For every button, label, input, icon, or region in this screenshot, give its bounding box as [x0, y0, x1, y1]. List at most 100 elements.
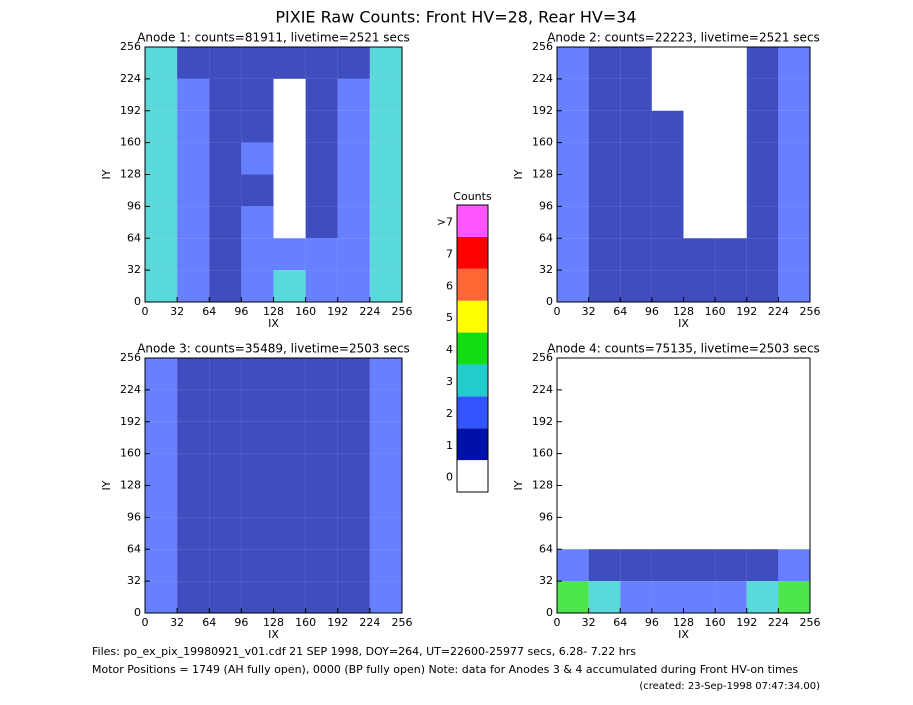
heatmap-cell [746, 581, 779, 613]
heatmap-cell [778, 174, 810, 207]
colorbar-title: Counts [453, 190, 492, 203]
heatmap-cell [557, 517, 589, 550]
heatmap-cell [651, 47, 684, 79]
heatmap-cell [145, 270, 178, 302]
heatmap-cell [778, 270, 810, 302]
y-tick-label: 256 [120, 40, 141, 53]
heatmap-cell [557, 453, 589, 486]
y-tick-label: 64 [127, 542, 141, 555]
heatmap-cell [778, 238, 810, 271]
x-tick-label: 256 [800, 305, 821, 318]
heatmap-cell [651, 142, 684, 175]
x-tick-label: 160 [295, 305, 316, 318]
heatmap-cell [557, 358, 589, 390]
heatmap-cell [145, 549, 178, 582]
heatmap-cell [588, 206, 621, 239]
heatmap-cell [746, 421, 779, 454]
heatmap-cell [305, 110, 338, 143]
heatmap-cell [209, 206, 242, 239]
colorbar-swatch [457, 396, 488, 429]
heatmap-cell [778, 78, 810, 111]
colorbar-swatch [457, 300, 488, 333]
heatmap-cell [177, 485, 210, 518]
heatmap-cell [746, 517, 779, 550]
y-tick-label: 0 [134, 295, 141, 308]
heatmap-cell [620, 270, 652, 302]
heatmap-cell [620, 174, 652, 207]
heatmap-cell [588, 78, 621, 111]
x-axis-label: IX [268, 317, 279, 330]
y-tick-label: 224 [532, 72, 553, 85]
heatmap-cell [683, 358, 716, 390]
heatmap-cell [305, 453, 338, 486]
y-tick-label: 256 [532, 40, 553, 53]
heatmap-cell [746, 485, 779, 518]
colorbar-swatch [457, 268, 488, 301]
heatmap-cell [145, 78, 178, 111]
heatmap-cell [241, 270, 274, 302]
heatmap-cell [620, 421, 652, 454]
heatmap-cell [177, 581, 210, 613]
heatmap-cell [369, 47, 402, 79]
heatmap-cell [651, 453, 684, 486]
x-tick-label: 96 [645, 616, 659, 629]
heatmap-cell [369, 358, 402, 390]
heatmap-cell [177, 517, 210, 550]
heatmap-cell [337, 549, 370, 582]
heatmap-cell [746, 206, 779, 239]
heatmap-cell [145, 47, 178, 79]
heatmap-cell [588, 358, 621, 390]
heatmap-cell [683, 453, 716, 486]
heatmap-cell [746, 453, 779, 486]
heatmap-cell [557, 581, 589, 613]
heatmap-cell [273, 270, 306, 302]
heatmap-cell [651, 206, 684, 239]
footer-line: Motor Positions = 1749 (AH fully open), … [92, 663, 798, 676]
x-tick-label: 64 [202, 305, 216, 318]
colorbar-swatch [457, 332, 488, 365]
heatmap-cell [683, 485, 716, 518]
colorbar-label: 2 [446, 407, 453, 420]
heatmap-cell [651, 485, 684, 518]
heatmap-cell [683, 421, 716, 454]
heatmap-cell [177, 110, 210, 143]
y-tick-label: 64 [539, 542, 553, 555]
heatmap-cell [241, 358, 274, 390]
heatmap-cell [145, 358, 178, 390]
heatmap-cell [683, 549, 716, 582]
heatmap-cell [273, 358, 306, 390]
heatmap-cell [715, 206, 747, 239]
heatmap-cell [305, 47, 338, 79]
heatmap-cell [778, 358, 810, 390]
heatmap-cell [273, 549, 306, 582]
heatmap-cell [588, 485, 621, 518]
heatmap-cell [273, 453, 306, 486]
heatmap-cell [683, 174, 716, 207]
colorbar-swatch [457, 205, 488, 237]
heatmap-cell [241, 453, 274, 486]
heatmap-cell [209, 389, 242, 422]
heatmap-cell [715, 517, 747, 550]
heatmap-cell [241, 238, 274, 271]
heatmap-cell [746, 142, 779, 175]
heatmap-cell [778, 517, 810, 550]
x-tick-label: 192 [327, 616, 348, 629]
x-tick-label: 32 [170, 305, 184, 318]
heatmap-cell [145, 421, 178, 454]
heatmap-cell [209, 47, 242, 79]
heatmap-cell [177, 238, 210, 271]
x-tick-label: 224 [768, 616, 789, 629]
heatmap-cell [557, 549, 589, 582]
heatmap-cell [778, 110, 810, 143]
x-tick-label: 128 [263, 305, 284, 318]
colorbar-label: 5 [446, 311, 453, 324]
heatmap-cell [337, 453, 370, 486]
x-tick-label: 32 [582, 305, 596, 318]
y-axis-label: IY [512, 169, 525, 179]
x-tick-label: 160 [295, 616, 316, 629]
x-tick-label: 256 [392, 305, 413, 318]
heatmap-cell [588, 174, 621, 207]
heatmap-cell [273, 47, 306, 79]
y-tick-label: 32 [539, 574, 553, 587]
